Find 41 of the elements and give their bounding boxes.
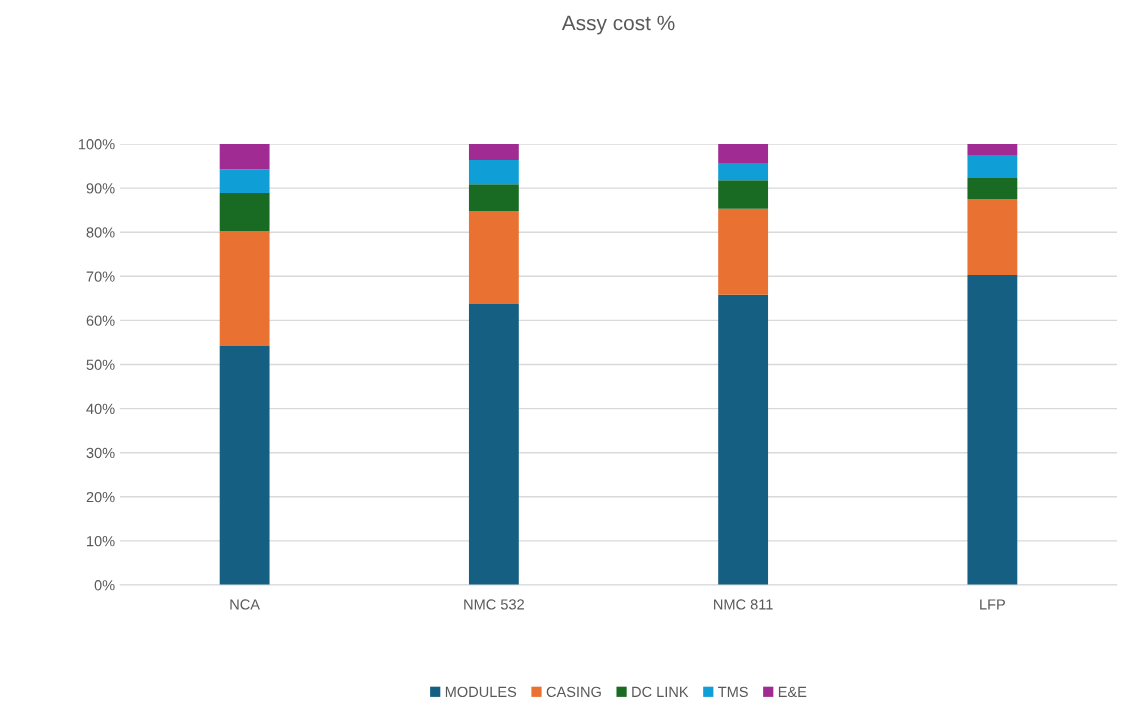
bar <box>219 345 270 585</box>
legend-label: MODULES <box>445 686 517 698</box>
legend-label: TMS <box>718 686 748 698</box>
bar <box>468 184 519 212</box>
bar <box>718 180 769 209</box>
bar <box>967 177 1018 200</box>
y-tick-label: 30% <box>86 447 115 459</box>
bar <box>219 230 270 346</box>
bar <box>468 304 519 585</box>
bar <box>718 162 769 181</box>
y-tick-label: 90% <box>86 183 115 194</box>
bar <box>468 159 519 185</box>
bar <box>718 208 769 295</box>
chart-title: Assy cost % <box>561 15 675 35</box>
bar <box>718 294 769 585</box>
x-tick-label: LFP <box>980 599 1005 610</box>
y-tick-label: 70% <box>86 271 115 282</box>
bar <box>468 211 519 305</box>
x-tick-label: NMC 532 <box>464 599 524 610</box>
y-tick-label: 50% <box>86 359 115 370</box>
y-tick-label: 100% <box>78 139 115 150</box>
legend-label: E&E <box>778 686 807 698</box>
y-tick-label: 60% <box>86 315 115 326</box>
bar <box>718 144 769 163</box>
bar <box>967 199 1018 275</box>
bar <box>219 144 270 170</box>
bar <box>219 192 270 231</box>
y-tick-label: 80% <box>86 227 115 238</box>
x-tick-label: NCA <box>230 599 260 610</box>
bar <box>967 274 1018 585</box>
bar <box>967 155 1018 178</box>
y-tick-label: 40% <box>86 403 115 415</box>
y-tick-label: 0% <box>94 580 115 591</box>
bar <box>468 144 519 160</box>
y-tick-label: 10% <box>87 536 115 547</box>
x-tick-label: NMC 811 <box>714 599 773 610</box>
bar <box>219 169 270 193</box>
legend-label: DC LINK <box>632 686 689 698</box>
bar <box>967 144 1018 156</box>
legend-label: CASING <box>546 686 601 698</box>
y-tick-label: 20% <box>86 491 115 503</box>
